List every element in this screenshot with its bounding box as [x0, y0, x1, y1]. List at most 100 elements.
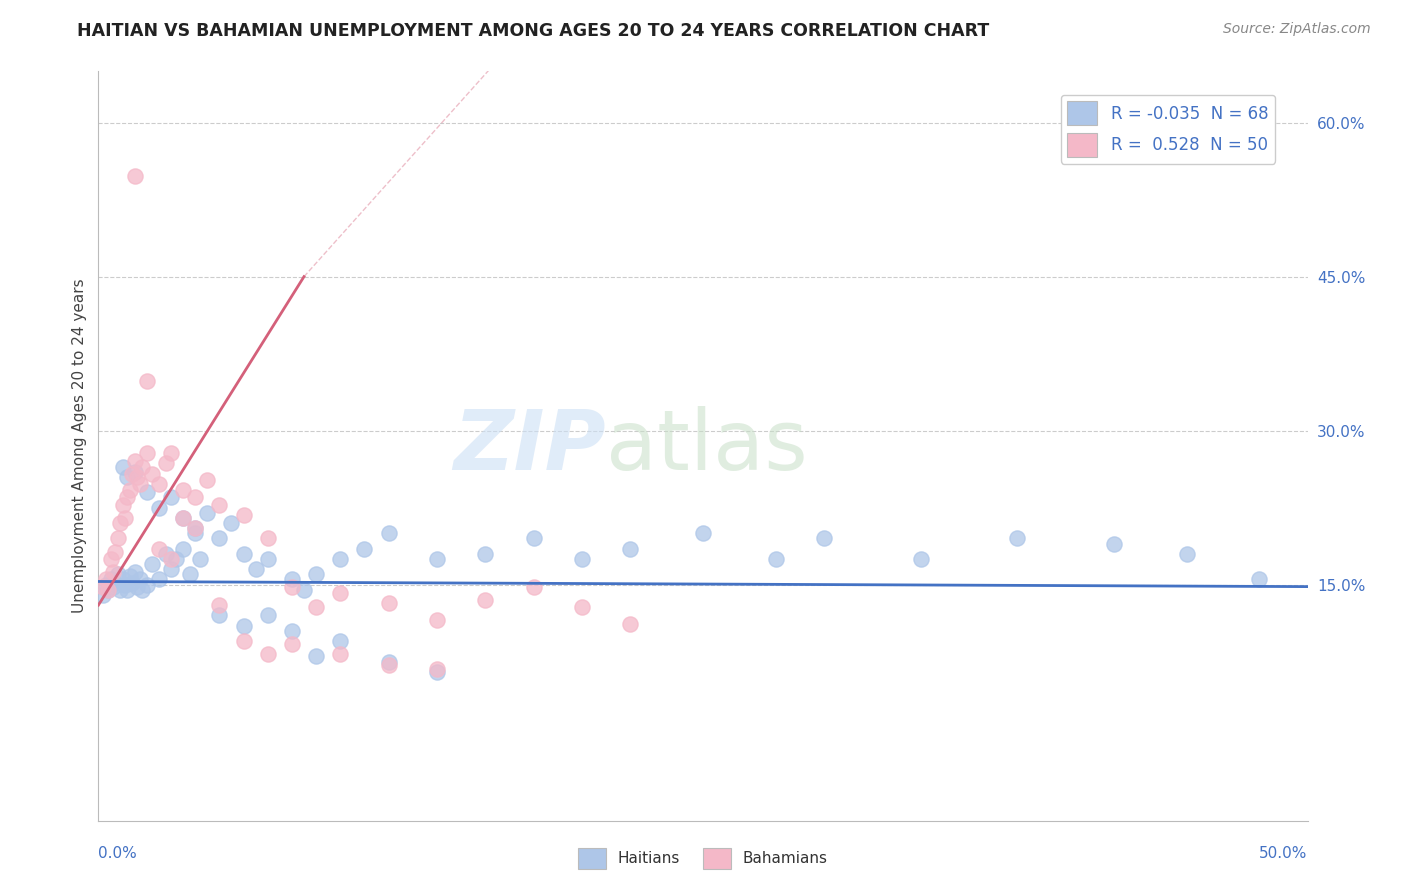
- Point: [377, 655, 399, 669]
- Point: [108, 516, 131, 530]
- Point: [141, 557, 163, 571]
- Point: [135, 485, 157, 500]
- Point: [256, 608, 278, 623]
- Point: [910, 552, 932, 566]
- Point: [813, 532, 835, 546]
- Point: [245, 562, 267, 576]
- Point: [195, 506, 218, 520]
- Point: [165, 552, 187, 566]
- Point: [127, 470, 149, 484]
- Point: [232, 618, 254, 632]
- Point: [148, 541, 170, 556]
- Point: [131, 582, 153, 597]
- Point: [114, 511, 136, 525]
- Point: [135, 577, 157, 591]
- Point: [184, 521, 207, 535]
- Point: [141, 467, 163, 481]
- Point: [94, 577, 117, 591]
- Point: [124, 169, 146, 183]
- Point: [148, 573, 170, 587]
- Point: [118, 483, 141, 497]
- Point: [281, 637, 304, 651]
- Point: [571, 552, 593, 566]
- Text: 0.0%: 0.0%: [98, 847, 138, 862]
- Point: [160, 446, 183, 460]
- Point: [281, 573, 304, 587]
- Point: [155, 457, 177, 471]
- Point: [426, 665, 449, 679]
- Text: 50.0%: 50.0%: [1260, 847, 1308, 862]
- Point: [117, 491, 139, 505]
- Point: [100, 552, 122, 566]
- Point: [305, 649, 328, 664]
- Point: [121, 575, 143, 590]
- Point: [292, 582, 315, 597]
- Point: [107, 532, 129, 546]
- Point: [281, 624, 304, 638]
- Point: [172, 511, 194, 525]
- Point: [184, 521, 207, 535]
- Point: [124, 566, 146, 580]
- Point: [523, 532, 546, 546]
- Point: [128, 573, 150, 587]
- Point: [121, 467, 143, 481]
- Point: [108, 582, 131, 597]
- Point: [184, 526, 207, 541]
- Point: [97, 582, 120, 597]
- Point: [172, 541, 194, 556]
- Point: [111, 459, 134, 474]
- Point: [184, 491, 207, 505]
- Point: [377, 526, 399, 541]
- Point: [232, 547, 254, 561]
- Text: atlas: atlas: [606, 406, 808, 486]
- Point: [101, 580, 124, 594]
- Point: [131, 459, 153, 474]
- Point: [474, 547, 496, 561]
- Point: [104, 545, 127, 559]
- Point: [114, 577, 136, 591]
- Point: [256, 648, 278, 662]
- Point: [619, 541, 641, 556]
- Point: [353, 541, 375, 556]
- Point: [765, 552, 787, 566]
- Y-axis label: Unemployment Among Ages 20 to 24 years: Unemployment Among Ages 20 to 24 years: [72, 278, 87, 614]
- Point: [160, 491, 183, 505]
- Point: [135, 446, 157, 460]
- Point: [208, 532, 231, 546]
- Point: [256, 532, 278, 546]
- Point: [127, 580, 149, 594]
- Point: [281, 580, 304, 594]
- Point: [91, 580, 114, 594]
- Point: [329, 586, 352, 600]
- Point: [124, 465, 146, 479]
- Text: ZIP: ZIP: [454, 406, 606, 486]
- Text: HAITIAN VS BAHAMIAN UNEMPLOYMENT AMONG AGES 20 TO 24 YEARS CORRELATION CHART: HAITIAN VS BAHAMIAN UNEMPLOYMENT AMONG A…: [77, 22, 990, 40]
- Point: [124, 454, 146, 468]
- Point: [426, 552, 449, 566]
- Point: [100, 573, 122, 587]
- Point: [179, 567, 201, 582]
- Point: [619, 616, 641, 631]
- Point: [523, 580, 546, 594]
- Point: [692, 526, 714, 541]
- Point: [117, 582, 139, 597]
- Point: [104, 575, 127, 590]
- Point: [195, 473, 218, 487]
- Point: [232, 508, 254, 522]
- Text: Source: ZipAtlas.com: Source: ZipAtlas.com: [1223, 22, 1371, 37]
- Point: [329, 552, 352, 566]
- Point: [426, 614, 449, 628]
- Point: [148, 477, 170, 491]
- Point: [329, 648, 352, 662]
- Legend: R = -0.035  N = 68, R =  0.528  N = 50: R = -0.035 N = 68, R = 0.528 N = 50: [1060, 95, 1275, 163]
- Point: [1249, 573, 1271, 587]
- Point: [256, 552, 278, 566]
- Point: [232, 634, 254, 648]
- Point: [571, 600, 593, 615]
- Point: [1007, 532, 1029, 546]
- Point: [155, 547, 177, 561]
- Point: [172, 483, 194, 497]
- Point: [111, 498, 134, 512]
- Point: [208, 498, 231, 512]
- Point: [160, 552, 183, 566]
